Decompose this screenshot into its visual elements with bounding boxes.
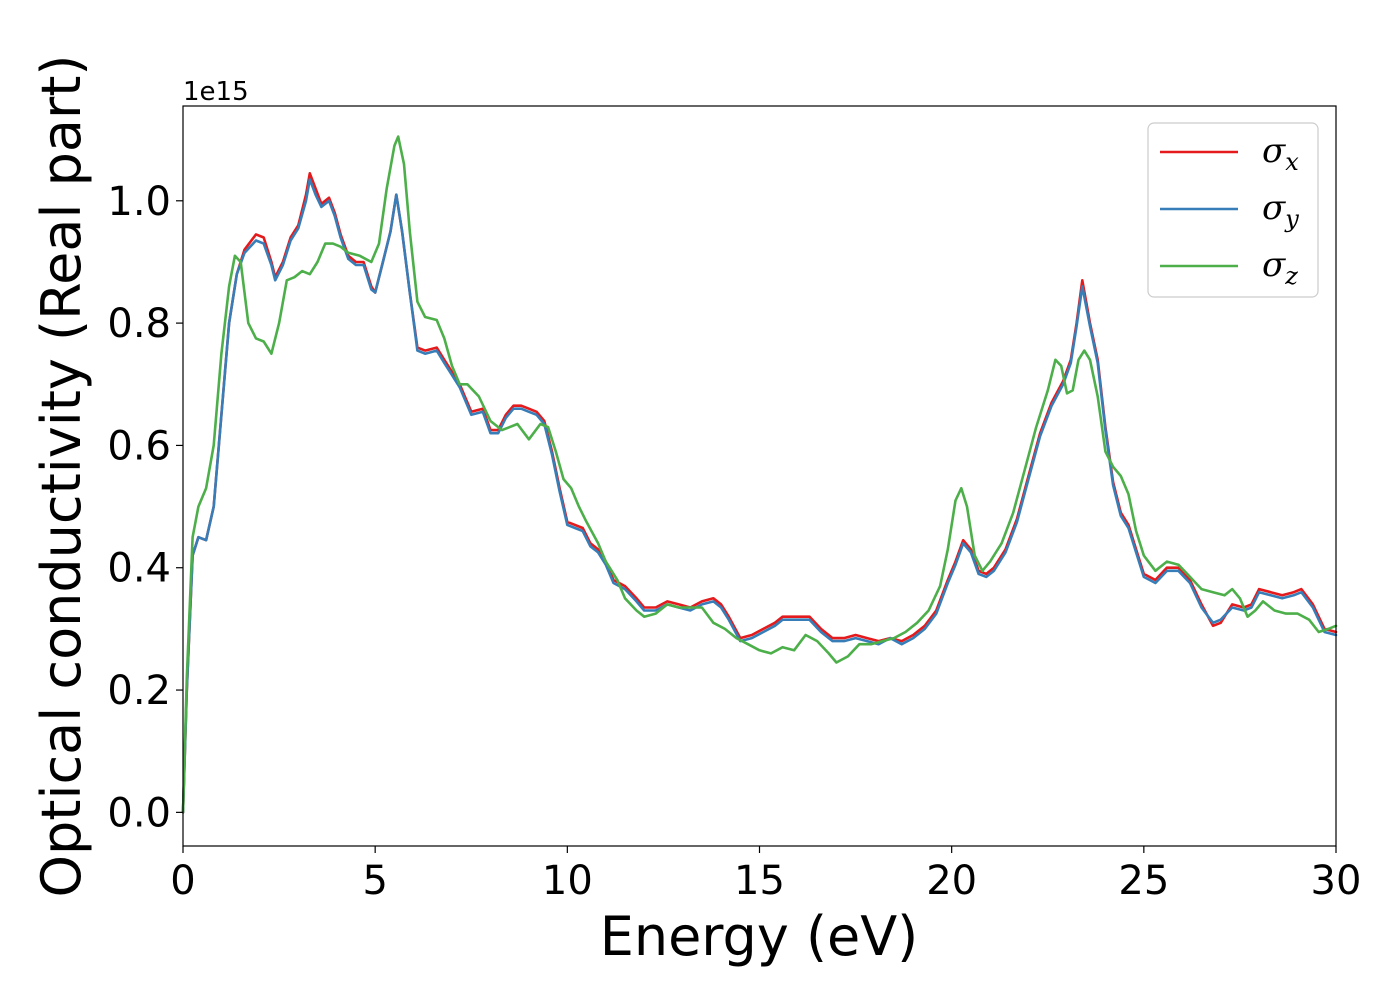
y-tick-label: 0.4	[107, 546, 171, 592]
x-tick-label: 10	[542, 858, 593, 904]
x-axis-label: Energy (eV)	[600, 905, 919, 968]
y-tick-label: 0.2	[107, 668, 171, 714]
x-tick-label: 15	[734, 858, 785, 904]
y-axis-label: Optical conductivity (Real part)	[30, 55, 93, 898]
y-offset-label: 1e15	[183, 77, 249, 107]
series-line-z	[181, 135, 1338, 814]
legend-label-base: σ	[1262, 131, 1286, 171]
y-axis: 0.0 0.2 0.4 0.6 0.8 1.0	[107, 179, 183, 836]
legend-label-subscript: x	[1285, 148, 1299, 176]
y-tick-label: 1.0	[107, 179, 171, 225]
y-tick-label: 0.6	[107, 423, 171, 469]
x-tick-label: 30	[1311, 858, 1362, 904]
legend-label-x: σx	[1262, 131, 1299, 176]
y-tick-label: 0.8	[107, 301, 171, 347]
x-tick-label: 5	[362, 858, 387, 904]
legend-label-y: σy	[1262, 188, 1299, 233]
x-tick-label: 20	[926, 858, 977, 904]
x-axis: 0 5 10 15 20 25 30	[170, 846, 1361, 904]
x-tick-label: 25	[1118, 858, 1169, 904]
legend-label-subscript: y	[1284, 205, 1299, 233]
legend-label-base: σ	[1262, 188, 1286, 228]
series-layer	[181, 135, 1338, 814]
x-tick-label: 0	[170, 858, 195, 904]
series-line-y	[181, 178, 1338, 814]
y-tick-label: 0.0	[107, 790, 171, 836]
legend-label-subscript: z	[1284, 262, 1298, 290]
legend-label-z: σz	[1262, 245, 1298, 290]
legend-label-base: σ	[1262, 245, 1286, 285]
